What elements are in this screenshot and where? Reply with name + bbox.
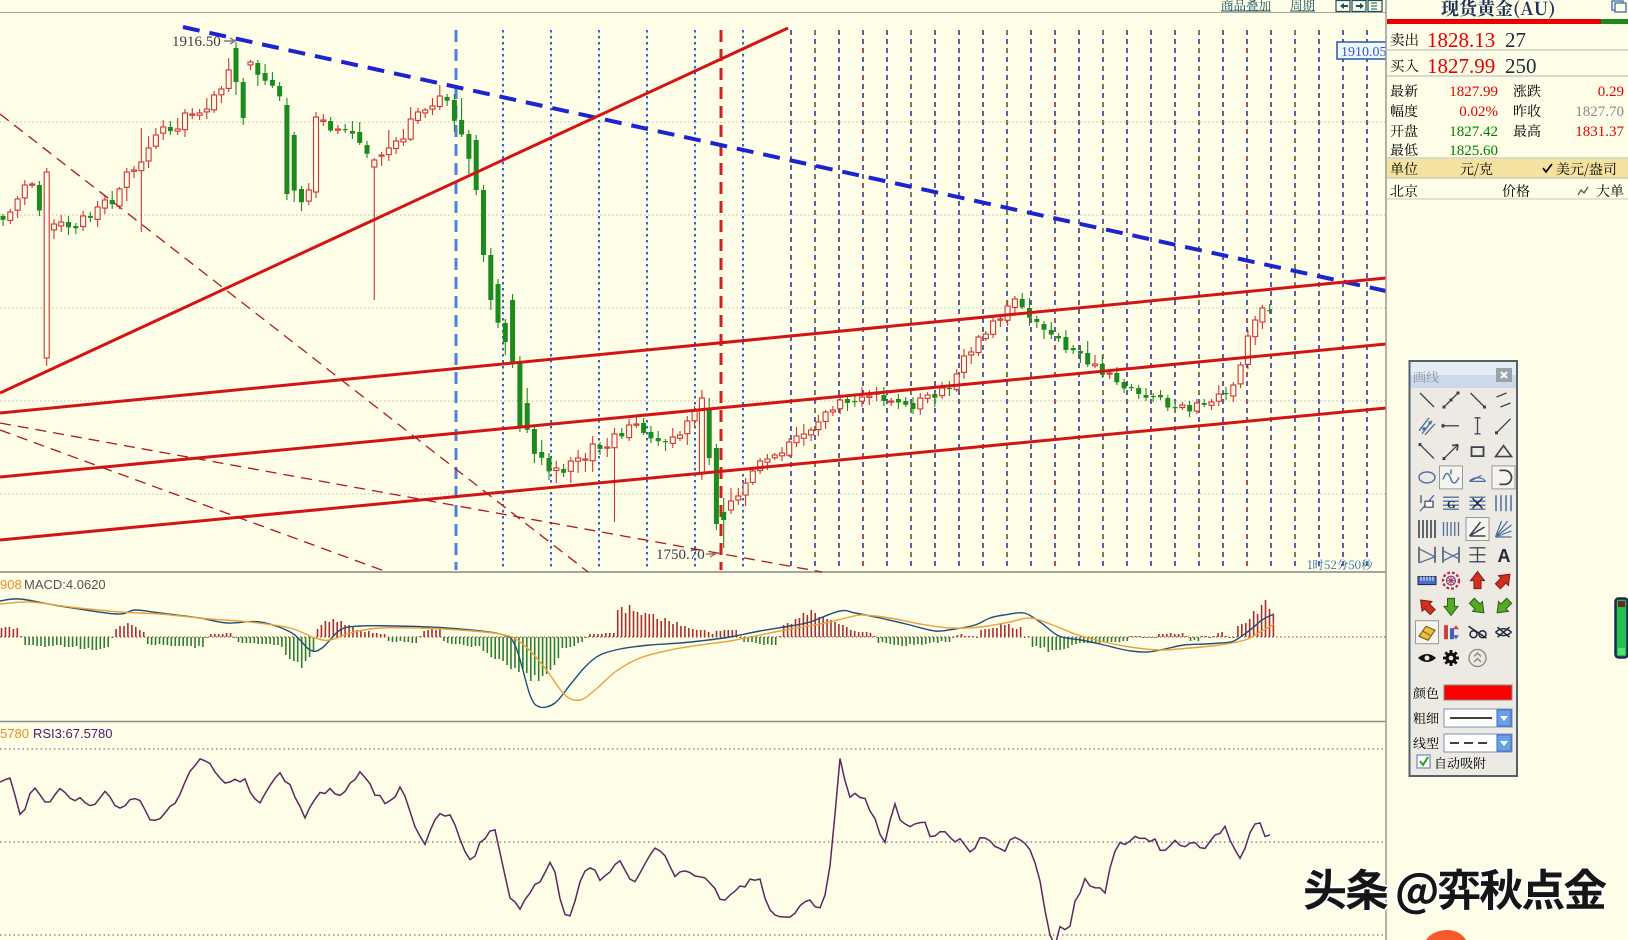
svg-text:27: 27 [1505,28,1526,52]
svg-text:0.29: 0.29 [1598,84,1624,100]
svg-text:1750.70: 1750.70 [656,547,705,563]
svg-text:1916.50: 1916.50 [172,34,221,50]
svg-text:1910.05: 1910.05 [1341,45,1387,60]
svg-text:RSI3:67.5780: RSI3:67.5780 [33,726,113,741]
svg-text:1827.70: 1827.70 [1575,104,1624,120]
svg-text:5780: 5780 [0,726,29,741]
svg-text:1828.13: 1828.13 [1427,28,1495,52]
svg-text:A: A [1498,546,1511,566]
svg-text:1831.37: 1831.37 [1575,124,1624,140]
svg-text:G: G [1447,499,1456,511]
svg-text:908: 908 [0,577,22,592]
svg-text:250: 250 [1505,54,1537,78]
svg-text:0.02%: 0.02% [1459,104,1498,120]
svg-text:MACD:4.0620: MACD:4.0620 [24,577,106,592]
svg-text:1825.60: 1825.60 [1449,143,1498,159]
svg-text:1827.99: 1827.99 [1449,84,1498,100]
svg-text:1827.99: 1827.99 [1427,54,1495,78]
svg-text:1827.42: 1827.42 [1449,124,1498,140]
